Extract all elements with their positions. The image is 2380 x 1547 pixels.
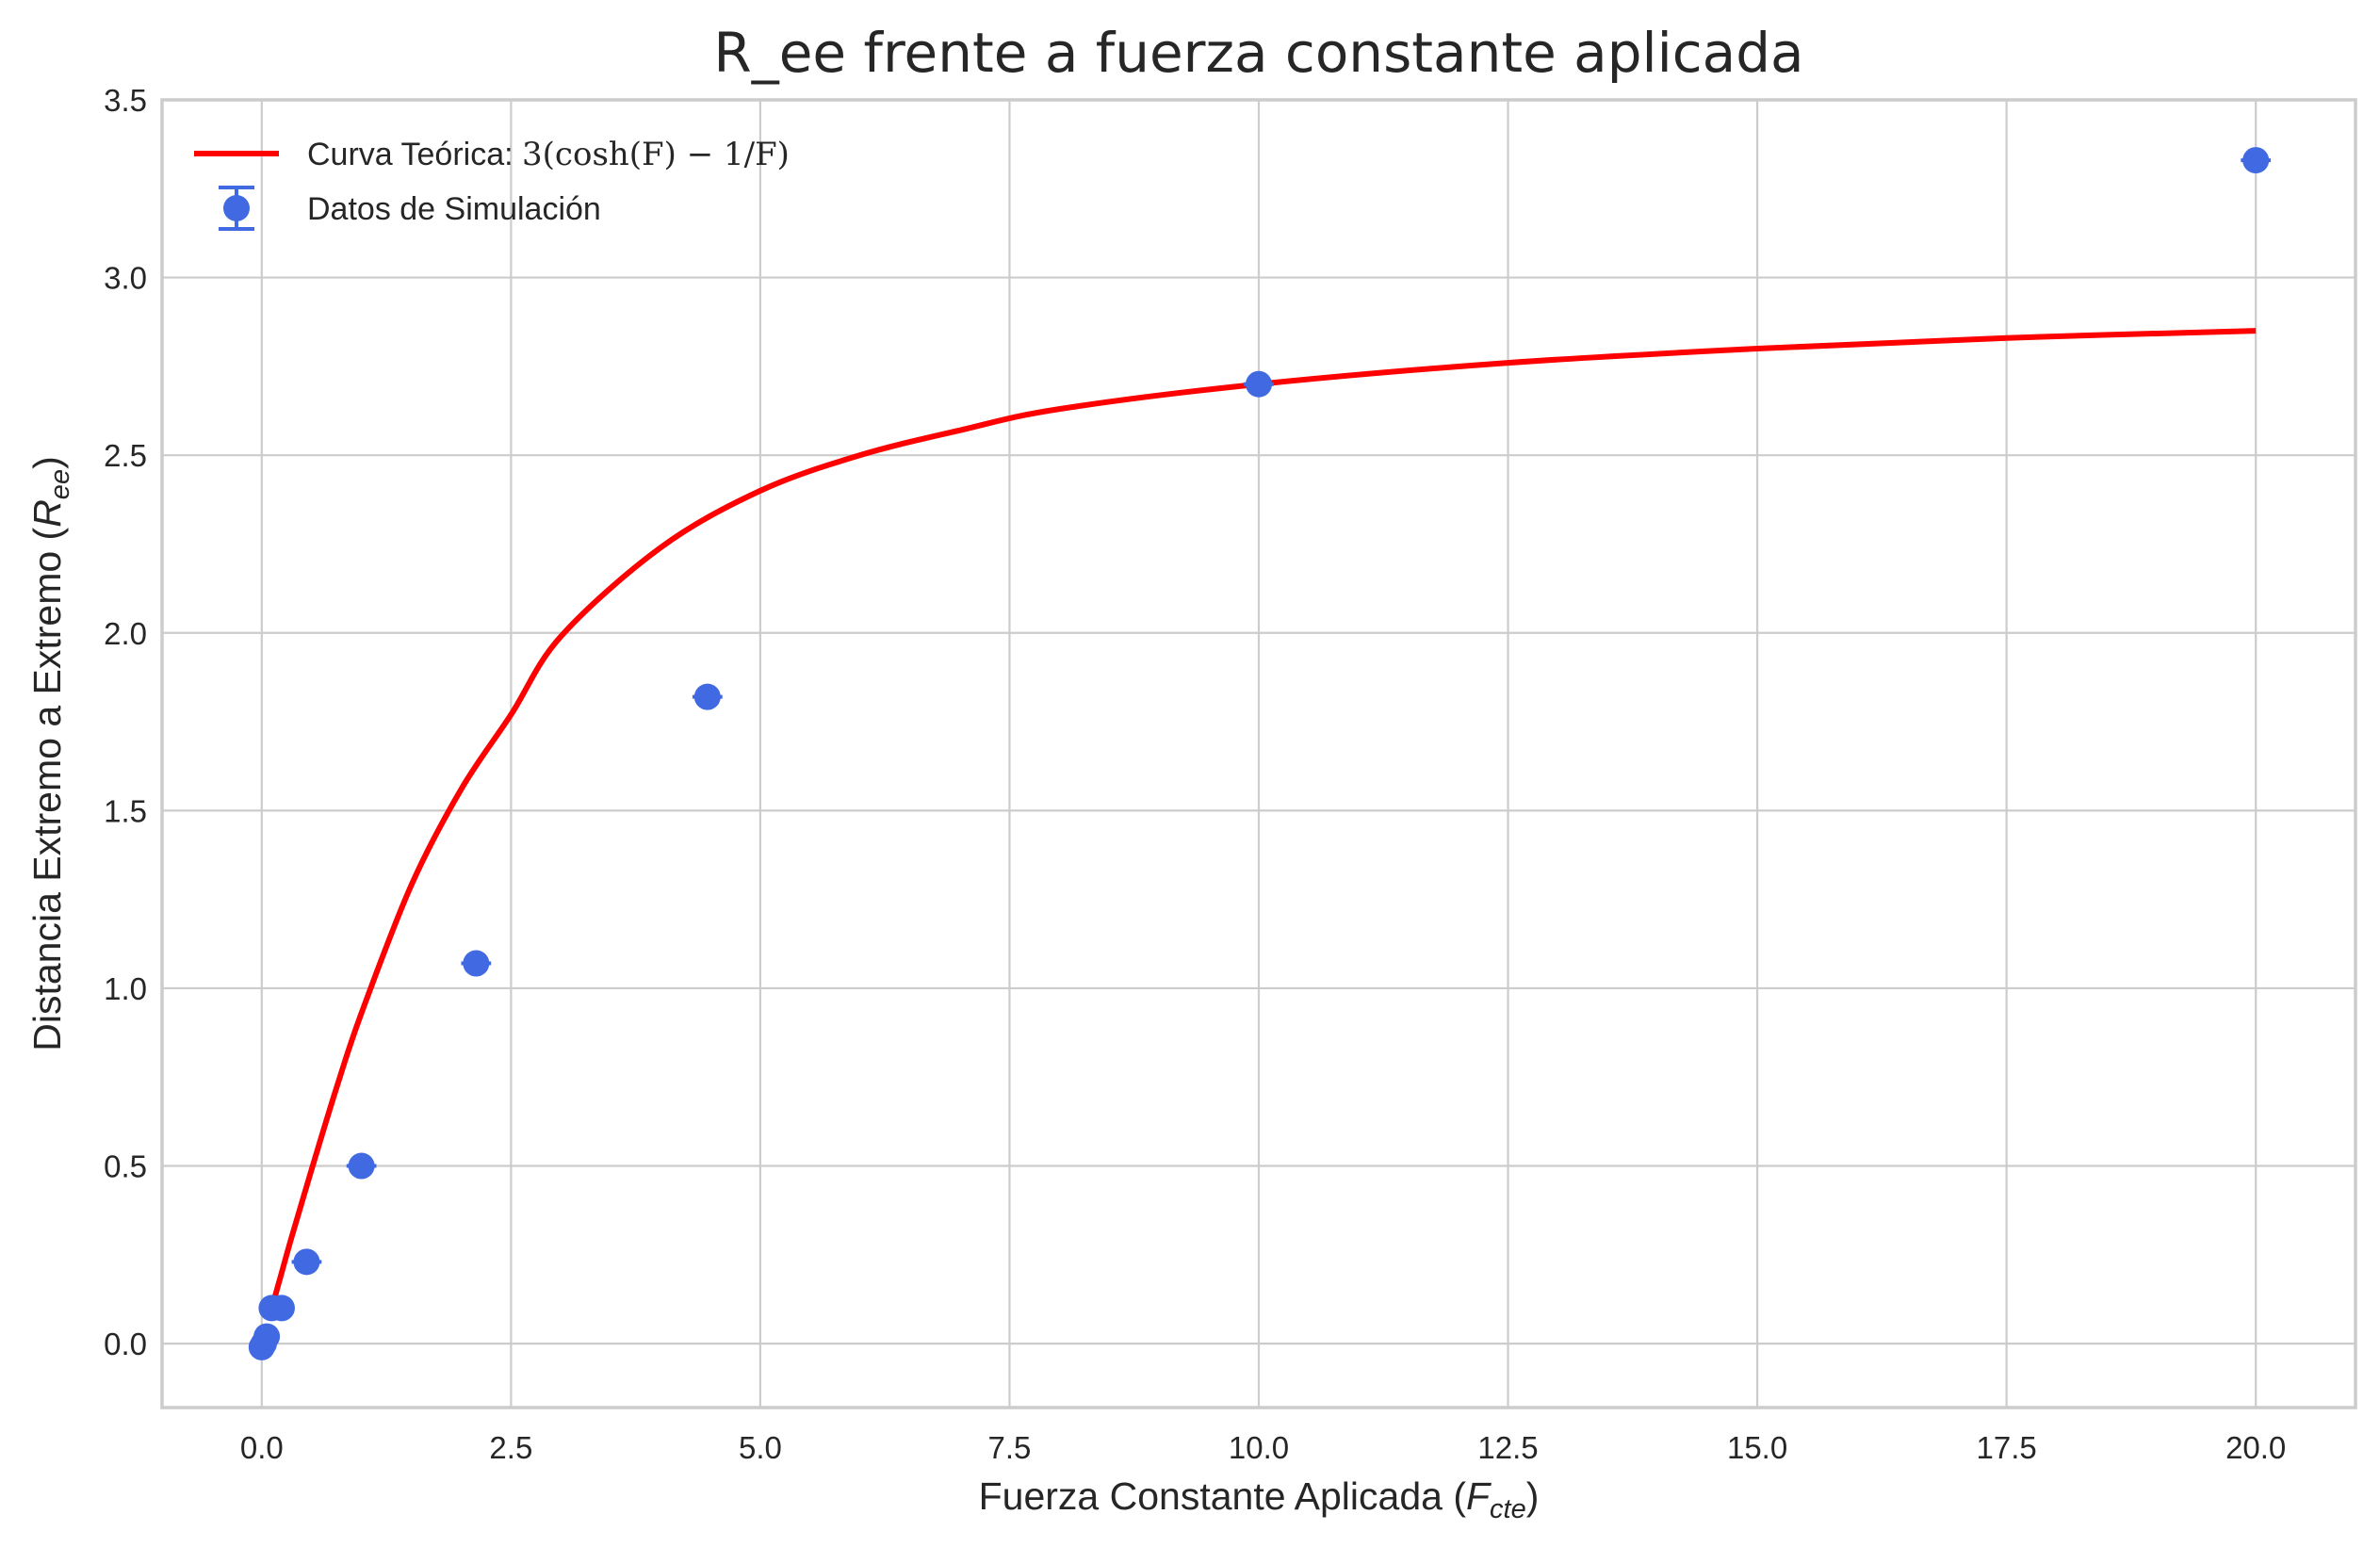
point-marker	[463, 950, 490, 977]
y-tick-label: 3.5	[104, 83, 147, 118]
x-tick-label: 0.0	[240, 1430, 284, 1465]
y-tick-label: 1.5	[104, 793, 147, 828]
y-axis-label-main: Distancia Extremo a Extremo (	[25, 527, 69, 1050]
legend-errorbar-label: Datos de Simulación	[307, 191, 601, 227]
simulation-point	[1244, 370, 1274, 398]
simulation-point	[692, 683, 723, 710]
simulation-point	[291, 1248, 322, 1276]
legend-line-label-prefix: Curva Teórica:	[307, 137, 522, 172]
x-tick-labels: 0.0 2.5 5.0 7.5 10.0 12.5 15.0 17.5 20.0	[240, 1430, 2286, 1465]
point-marker	[1246, 370, 1272, 398]
x-axis-label-symbol: F	[1466, 1474, 1492, 1518]
plot-frame	[160, 98, 2357, 1409]
simulation-point	[346, 1152, 377, 1180]
x-tick-label: 2.5	[489, 1430, 532, 1465]
y-axis-label-subscript: ee	[45, 469, 75, 499]
y-axis-label-end: )	[25, 456, 69, 469]
y-tick-label: 1.0	[104, 971, 147, 1006]
x-tick-label: 12.5	[1477, 1430, 1538, 1465]
simulation-point	[268, 1295, 295, 1322]
y-tick-label: 2.0	[104, 616, 147, 651]
x-tick-label: 5.0	[739, 1430, 782, 1465]
x-tick-label: 10.0	[1229, 1430, 1289, 1465]
x-tick-label: 17.5	[1977, 1430, 2037, 1465]
x-axis-label-end: )	[1526, 1474, 1540, 1518]
theoretical-curve	[269, 328, 2257, 1310]
y-axis-label-symbol: R	[25, 499, 69, 528]
simulation-point	[461, 950, 492, 977]
x-axis-label-subscript: cte	[1490, 1494, 1526, 1524]
point-marker	[2242, 147, 2270, 174]
point-marker	[348, 1152, 375, 1180]
simulation-points-layer	[248, 147, 2272, 1360]
y-tick-label: 2.5	[104, 438, 147, 473]
x-axis-label-main: Fuerza Constante Aplicada (	[979, 1474, 1467, 1518]
x-tick-label: 20.0	[2225, 1430, 2286, 1465]
legend-line-label: Curva Teórica: 3(cosh(F) − 1/F)	[307, 136, 790, 173]
x-tick-label: 7.5	[988, 1430, 1032, 1465]
legend-errorbar-swatch	[219, 186, 254, 231]
theoretical-curve-layer	[269, 328, 2257, 1310]
x-axis-label: Fuerza Constante Aplicada (Fcte)	[979, 1474, 1540, 1524]
point-marker	[293, 1248, 320, 1276]
point-marker	[268, 1295, 295, 1322]
y-tick-label: 0.5	[104, 1149, 147, 1184]
legend-line-label-math: 3(cosh(F) − 1/F)	[522, 136, 790, 173]
chart-title: R_ee frente a fuerza constante aplicada	[713, 21, 1803, 85]
y-tick-labels: 0.0 0.5 1.0 1.5 2.0 2.5 3.0 3.5	[104, 83, 147, 1361]
y-tick-label: 3.0	[104, 261, 147, 296]
y-axis-label: Distancia Extremo a Extremo (Ree)	[25, 456, 75, 1050]
point-marker	[253, 1323, 281, 1350]
legend: Curva Teórica: 3(cosh(F) − 1/F) Datos de…	[194, 136, 790, 231]
simulation-point	[253, 1323, 281, 1350]
simulation-point	[2241, 147, 2272, 174]
x-tick-label: 15.0	[1727, 1430, 1787, 1465]
y-tick-label: 0.0	[104, 1327, 147, 1361]
point-marker	[693, 683, 721, 710]
